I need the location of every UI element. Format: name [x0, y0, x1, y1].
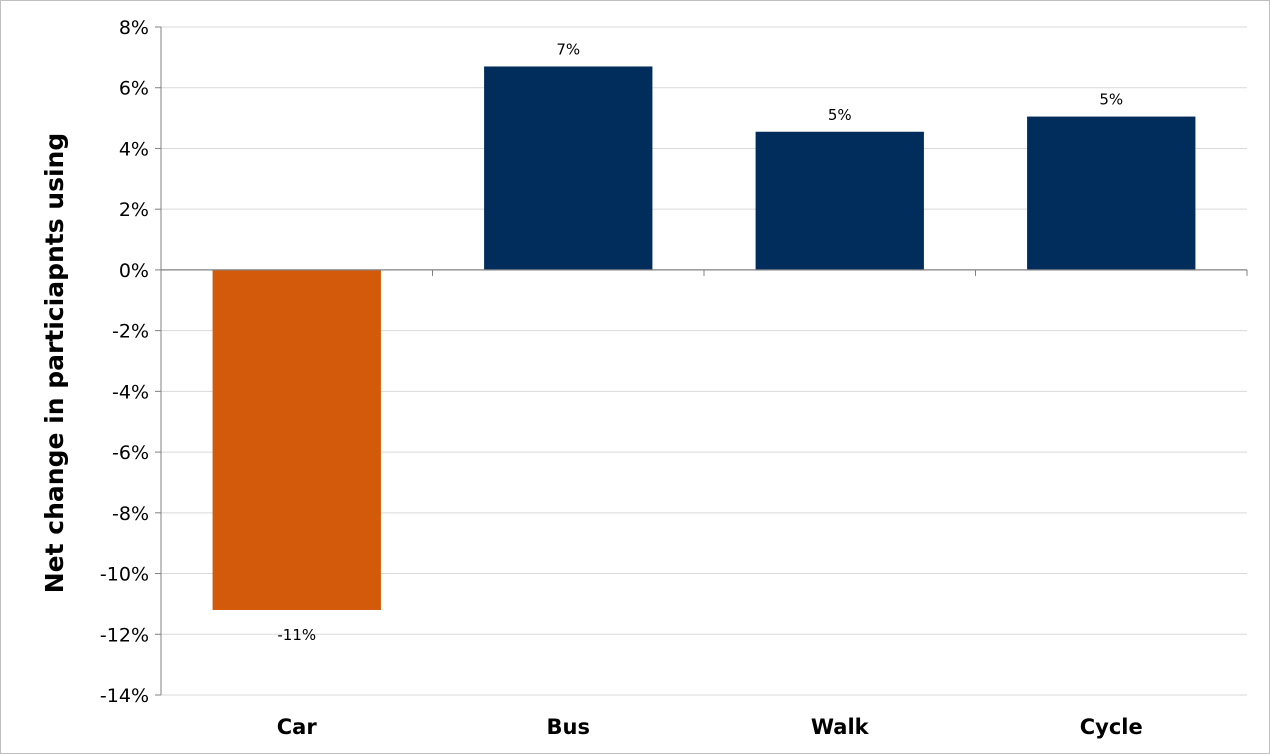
x-category-label: Car [277, 715, 318, 739]
x-category-label: Cycle [1080, 715, 1143, 739]
bar-car [212, 269, 381, 610]
y-tick-label: 2% [119, 199, 149, 221]
x-category-label: Bus [547, 715, 590, 739]
y-tick-label: -12% [100, 624, 149, 646]
axes [155, 26, 1248, 696]
data-label: 5% [1099, 91, 1123, 109]
y-tick-label: 6% [119, 78, 149, 100]
y-tick-label: -8% [112, 503, 149, 525]
y-tick-label: 4% [119, 138, 149, 160]
y-tick-label: -4% [112, 381, 149, 403]
data-label: 5% [828, 106, 852, 124]
data-label: 7% [556, 40, 580, 58]
bar-bus [484, 66, 653, 270]
y-tick-label: -14% [100, 685, 149, 707]
y-tick-label: -10% [100, 564, 149, 586]
bars [212, 66, 1196, 610]
y-tick-label: 0% [119, 260, 149, 282]
y-tick-label: 8% [119, 17, 149, 39]
y-axis-title: Net change in particiapnts using [40, 133, 69, 594]
y-tick-label: -6% [112, 442, 149, 464]
data-label: -11% [277, 626, 316, 644]
bar-cycle [1027, 116, 1196, 270]
labels: 8% 6% 4% 2% 0% -2% -4% -6% -8% -10% -12% -14% -11% Ca… [100, 17, 1143, 739]
bar-walk [755, 131, 924, 270]
x-category-label: Walk [811, 715, 870, 739]
y-tick-label: -2% [112, 321, 149, 343]
